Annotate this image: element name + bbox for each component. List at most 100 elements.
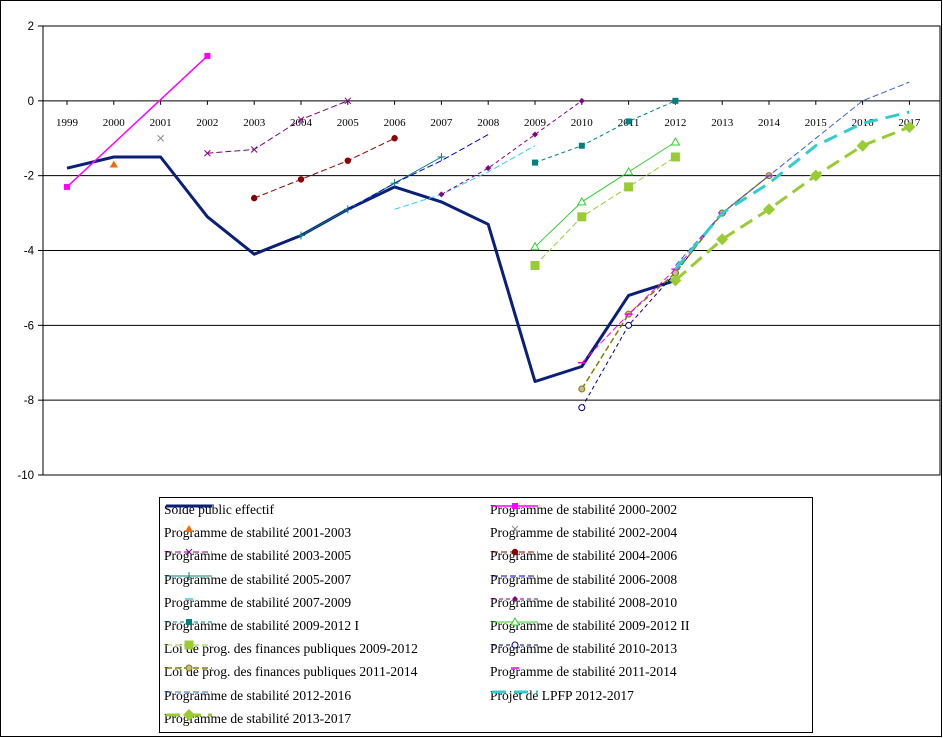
data-point	[625, 118, 632, 125]
y-tick-label: 0	[28, 96, 34, 108]
series-9	[438, 97, 585, 198]
x-tick-label: 2014	[758, 117, 781, 129]
series-line	[534, 100, 676, 164]
legend-swatch	[492, 690, 538, 694]
data-point	[344, 97, 352, 105]
legend-swatch	[492, 549, 538, 556]
legend-swatch	[166, 708, 212, 721]
y-tick-label: 2	[28, 21, 34, 33]
data-point	[250, 146, 258, 153]
legend-swatch	[185, 598, 193, 600]
y-tick-label: -10	[17, 470, 34, 482]
x-tick-label: 2002	[196, 117, 218, 129]
x-tick-label: 2010	[571, 117, 594, 129]
data-point	[577, 212, 587, 222]
x-tick-label: 2013	[711, 117, 734, 129]
legend-item: Programme de stabilité 2008-2010	[490, 592, 677, 614]
legend-swatch	[492, 595, 538, 602]
legend-marker	[512, 503, 518, 509]
data-point	[625, 321, 633, 329]
legend-swatch	[166, 571, 212, 580]
data-point	[530, 241, 540, 251]
series-line	[534, 141, 676, 248]
legend-marker	[185, 571, 193, 580]
data-point	[763, 203, 775, 216]
x-tick-label: 2005	[337, 117, 360, 129]
data-point	[670, 136, 681, 146]
series-line	[394, 145, 536, 210]
data-point	[672, 97, 679, 104]
x-tick-label: 2004	[290, 117, 313, 129]
x-tick-label: 2016	[852, 117, 875, 129]
legend-item: Programme de stabilité 2000-2002	[490, 499, 677, 521]
data-point	[576, 196, 587, 206]
series-10	[532, 97, 679, 166]
chart-legend: Solde public effectif Programme de stabil…	[159, 497, 813, 733]
series-line	[581, 212, 723, 408]
legend-marker	[185, 664, 193, 672]
data-point	[578, 404, 586, 412]
x-tick-label: 2012	[664, 117, 686, 129]
legend-label: Programme de stabilité 2012-2016	[164, 687, 352, 703]
data-point	[437, 152, 446, 161]
data-point	[532, 131, 538, 138]
series-18	[669, 121, 916, 287]
x-tick-label: 2008	[477, 117, 500, 129]
legend-swatch	[166, 504, 212, 508]
data-point	[204, 149, 211, 157]
legend-label: Programme de stabilité 2007-2009	[164, 594, 352, 610]
data-point	[532, 159, 538, 166]
legend-item: Solde public effectif	[164, 499, 274, 521]
legend-label: Programme de stabilité 2001-2003	[164, 525, 352, 541]
data-point	[251, 194, 258, 202]
x-tick-label: 2000	[103, 117, 126, 129]
series-line	[674, 125, 910, 282]
legend-swatch	[185, 525, 193, 533]
legend-swatch	[492, 641, 538, 649]
series-3	[157, 134, 164, 142]
legend-label: Programme de stabilité 2009-2012 I	[164, 618, 359, 633]
legend-swatch	[511, 525, 519, 533]
series-2	[109, 160, 118, 168]
legend-item: Programme de stabilité 2011-2014	[490, 661, 677, 683]
legend-marker	[511, 549, 519, 556]
series-4	[204, 97, 352, 157]
x-tick-label: 2009	[524, 117, 547, 129]
data-point	[578, 385, 586, 393]
legend-item: Loi de prog. des finances publiques 2011…	[164, 661, 417, 683]
legend-marker	[186, 619, 192, 625]
data-point	[297, 231, 305, 240]
legend-marker	[185, 525, 193, 533]
legend-swatch	[166, 691, 212, 693]
legend-item: Programme de stabilité 2007-2009	[164, 592, 351, 614]
legend-label: Programme de stabilité 2006-2008	[490, 571, 678, 587]
legend-item: Programme de stabilité 2006-2008	[490, 569, 677, 591]
data-point	[204, 52, 211, 59]
series-line	[254, 137, 395, 199]
data-point	[390, 179, 399, 188]
x-tick-label: 2007	[430, 117, 453, 129]
data-point	[485, 165, 492, 172]
series-line	[674, 110, 910, 271]
series-line	[300, 156, 442, 236]
legend-item: Programme de stabilité 2002-2004	[490, 522, 677, 544]
data-point	[856, 139, 869, 152]
legend-swatch	[166, 619, 212, 625]
legend-label: Programme de stabilité 2004-2006	[490, 548, 678, 564]
series-5	[251, 135, 398, 202]
y-tick-label: -2	[24, 171, 34, 183]
legend-label: Loi de prog. des finances publiques 2011…	[164, 664, 418, 680]
data-point	[157, 134, 164, 142]
legend-item: Programme de stabilité 2013-2017	[164, 708, 351, 730]
data-point	[623, 166, 634, 176]
x-tick-label: 2001	[150, 117, 172, 129]
legend-item: Programme de stabilité 2003-2005	[164, 545, 351, 567]
data-point	[297, 116, 305, 123]
legend-marker	[183, 708, 195, 721]
data-point	[578, 97, 585, 104]
legend-swatch	[511, 667, 519, 670]
series-line	[66, 155, 676, 383]
series-16	[675, 81, 910, 266]
